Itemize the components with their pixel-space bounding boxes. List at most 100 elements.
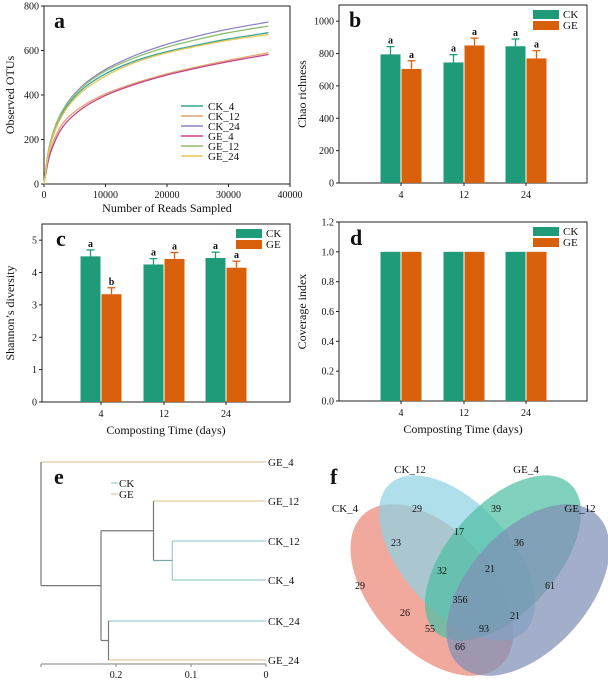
- legend-label: GE_12: [208, 141, 239, 153]
- legend-swatch: [533, 227, 559, 236]
- x-tick-label: 40000: [278, 190, 303, 201]
- x-tick-label: 12: [459, 408, 469, 419]
- venn-region-count: 93: [479, 624, 489, 635]
- x-tick-label: 30000: [216, 190, 241, 201]
- venn-region-count: 36: [514, 538, 524, 549]
- y-tick-label: 600: [319, 81, 334, 92]
- significance-letter: b: [109, 277, 115, 288]
- venn-region-count: 356: [453, 595, 468, 606]
- y-axis-label: Observed OTUs: [3, 56, 17, 135]
- y-tick-label: 0.8: [322, 277, 335, 288]
- panel-label: e: [54, 464, 64, 489]
- x-tick-label: 0: [264, 670, 269, 680]
- venn-region-count: 23: [391, 538, 401, 549]
- legend-label: GE: [266, 239, 281, 251]
- panel-label: d: [350, 225, 362, 250]
- y-tick-label: 200: [319, 146, 334, 157]
- x-axis-label: Composting Time (days): [106, 423, 225, 437]
- panel-b: 0 200 400 600 800 1000 4 12 24 a a a CK a a a GE Chao ric…: [295, 4, 588, 201]
- panel-label: f: [330, 464, 338, 489]
- series-line-ge-4: [43, 53, 269, 185]
- leaf-label: CK_4: [268, 575, 295, 587]
- y-tick-label: 0: [329, 179, 334, 190]
- venn-region-count: 29: [355, 581, 365, 592]
- venn-region-count: 21: [510, 611, 520, 622]
- venn-set-label: GE_4: [513, 464, 539, 476]
- leaf-label: GE_24: [268, 655, 300, 667]
- legend-label: GE: [119, 489, 134, 501]
- significance-letter: a: [234, 250, 239, 261]
- bar-ge-day-12: [464, 45, 485, 183]
- significance-letter: a: [151, 248, 156, 259]
- venn-region-count: 26: [400, 608, 410, 619]
- y-tick-label: 1000: [314, 17, 334, 28]
- x-tick-label: 24: [521, 408, 531, 419]
- significance-letter: a: [409, 50, 414, 61]
- series-line-ck-12: [43, 52, 269, 185]
- bar-ge-day-24: [526, 58, 547, 183]
- significance-letter: a: [88, 239, 93, 250]
- y-tick-label: 800: [24, 2, 39, 13]
- y-tick-label: 2: [32, 333, 37, 344]
- legend-swatch: [533, 238, 559, 247]
- x-tick-label: 0: [42, 190, 47, 201]
- legend-label: CK: [119, 478, 134, 490]
- bar-ck-day-4: [80, 256, 101, 402]
- venn-region-count: 61: [545, 581, 555, 592]
- panel-f: CK_4 CK_12 GE_4 GE_12 29 39 17 23 36 32 21 29 61 356 2…: [330, 464, 608, 676]
- x-axis-label: Composting Time (days): [403, 422, 522, 436]
- bar-ck-day-4: [380, 251, 401, 401]
- y-tick-label: 800: [319, 49, 334, 60]
- leaf-label: CK_12: [268, 536, 300, 548]
- y-tick-label: 0.6: [322, 307, 335, 318]
- venn-set-ge-12: [446, 504, 608, 676]
- legend-label: CK: [266, 228, 281, 240]
- y-axis-label: Shannon’s diversity: [3, 266, 17, 361]
- y-tick-label: 1.2: [322, 218, 335, 229]
- panel-a: 0 10000 20000 30000 40000 0 200 400 600 800 Number…: [3, 2, 303, 216]
- legend-swatch: [533, 10, 559, 19]
- plot-frame: [338, 4, 588, 184]
- legend-label: GE_4: [208, 131, 234, 143]
- significance-letter: a: [172, 241, 177, 252]
- leaf-label: CK_24: [268, 616, 300, 628]
- leaf-label: GE_4: [268, 457, 294, 469]
- x-tick-label: 10000: [93, 190, 118, 201]
- legend-label: CK_12: [208, 111, 240, 123]
- bar-ge-day-24: [226, 267, 247, 402]
- plot-frame: [41, 223, 291, 403]
- x-tick-label: 20000: [155, 190, 180, 201]
- bar-ge-day-12: [164, 258, 185, 402]
- venn-region-count: 39: [491, 504, 501, 515]
- x-axis-label: Number of Reads Sampled: [102, 201, 232, 215]
- legend-label: GE_24: [208, 151, 240, 163]
- leaf-label: GE_12: [268, 496, 299, 508]
- bar-ck-day-24: [205, 257, 226, 402]
- panel-label: c: [56, 226, 66, 251]
- x-tick-label: 4: [399, 190, 404, 201]
- significance-letter: a: [534, 40, 539, 51]
- series-line-ge-12: [43, 25, 269, 185]
- bar-ck-day-12: [443, 62, 464, 184]
- venn-set-label: CK_12: [394, 464, 426, 476]
- y-tick-label: 1: [32, 365, 37, 376]
- y-axis-label: Coverage index: [295, 274, 309, 350]
- bar-ge-day-24: [526, 251, 547, 401]
- panel-label: b: [349, 7, 361, 32]
- y-tick-label: 400: [319, 114, 334, 125]
- legend-label: GE: [563, 237, 578, 249]
- x-tick-label: 12: [459, 190, 469, 201]
- y-tick-label: 400: [24, 91, 39, 102]
- y-tick-label: 0: [32, 398, 37, 409]
- x-tick-label: 24: [521, 190, 531, 201]
- legend-swatch: [533, 21, 559, 30]
- venn-region-count: 32: [437, 566, 447, 577]
- y-tick-label: 5: [32, 236, 37, 247]
- bar-ck-day-24: [505, 46, 526, 183]
- legend-swatch: [236, 229, 262, 238]
- bar-ck-day-4: [380, 54, 401, 183]
